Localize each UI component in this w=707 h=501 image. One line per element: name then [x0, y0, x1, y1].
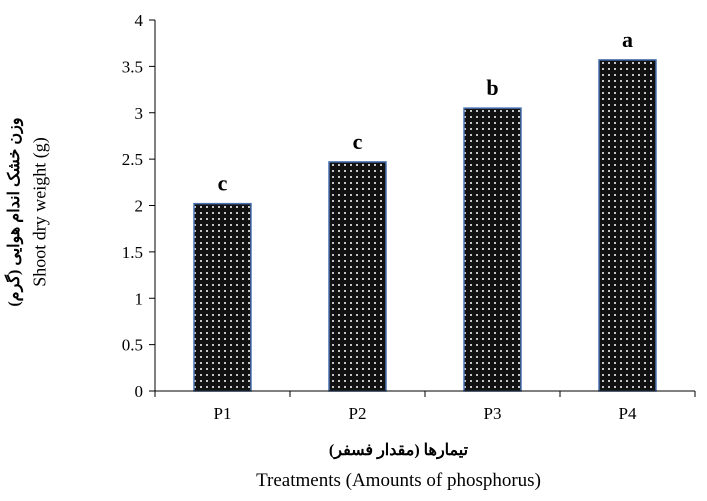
- y-tick-label: 1.5: [122, 243, 143, 262]
- bar-p3: [463, 107, 522, 392]
- bar-p4: [598, 59, 657, 392]
- bar-p2: [328, 161, 387, 392]
- significance-letter: b: [486, 75, 498, 100]
- y-tick-label: 0: [135, 382, 144, 401]
- significance-letter: c: [353, 129, 363, 154]
- x-axis-label: Treatments (Amounts of phosphorus): [256, 470, 541, 491]
- y-tick-label: 4: [135, 11, 144, 30]
- y-tick-label: 1: [135, 289, 144, 308]
- x-tick-label: P4: [619, 404, 637, 423]
- y-tick-label: 3: [135, 104, 144, 123]
- bars: c c b a: [193, 27, 657, 392]
- y-tick-label: 2.5: [122, 150, 143, 169]
- y-tick-label: 3.5: [122, 57, 143, 76]
- x-tick-label: P2: [349, 404, 367, 423]
- x-tick-label: P3: [484, 404, 502, 423]
- y-tick-label: 2: [135, 197, 144, 216]
- significance-letter: c: [218, 171, 228, 196]
- bar-p1: [193, 202, 252, 392]
- x-axis-ticks: P1 P2 P3 P4: [154, 391, 696, 423]
- y-axis-ticks: 0 0.5 1 1.5 2 2.5 3 3.5 4: [122, 11, 155, 401]
- y-tick-label: 0.5: [122, 336, 143, 355]
- x-axis-label-persian: تیمارها (مقدار فسفر): [328, 442, 469, 459]
- x-tick-label: P1: [214, 404, 232, 423]
- significance-letter: a: [622, 27, 633, 52]
